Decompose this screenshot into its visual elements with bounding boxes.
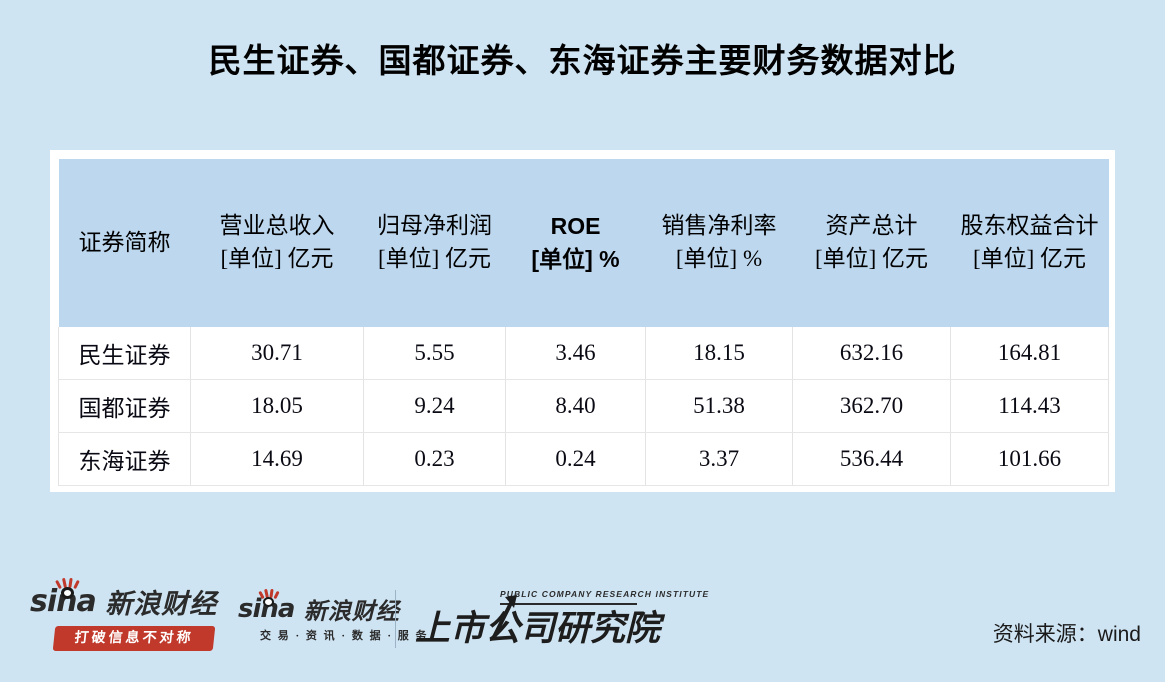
cell-revenue: 14.69 [190,432,364,486]
institute-english-label: PUBLIC COMPANY RESEARCH INSTITUTE [500,589,710,599]
column-header-net-margin-line1: 销售净利率 [661,213,777,239]
column-header-net-profit-line1: 归母净利润 [377,213,492,239]
sina-finance-logo-primary: sina 新浪财经 打破信息不对称 [30,577,220,656]
institute-chinese-label: 上市公司研究院 [415,609,661,648]
cell-name: 东海证券 [58,432,191,486]
research-institute-logo: PUBLIC COMPANY RESEARCH INSTITUTE 上市公司研究… [415,588,708,650]
cell-net-margin: 3.37 [645,432,793,486]
cell-equity: 164.81 [950,327,1109,380]
cell-name: 国都证券 [58,379,191,433]
table-row: 国都证券 18.05 9.24 8.40 51.38 362.70 114.43 [58,379,1109,433]
cell-roe: 8.40 [505,379,646,433]
table-header-row: 证券简称 营业总收入 [单位] 亿元 归母净利润 [单位] 亿元 ROE [单位… [58,159,1109,327]
financial-comparison-card: 证券简称 营业总收入 [单位] 亿元 归母净利润 [单位] 亿元 ROE [单位… [50,150,1115,492]
column-header-net-profit: 归母净利润 [单位] 亿元 [363,159,506,327]
financial-comparison-table: 证券简称 营业总收入 [单位] 亿元 归母净利润 [单位] 亿元 ROE [单位… [58,159,1109,486]
cell-roe: 0.24 [505,432,646,486]
column-header-equity: 股东权益合计 [单位] 亿元 [950,159,1109,327]
cell-total-assets: 632.16 [792,327,951,380]
cell-revenue: 18.05 [190,379,364,433]
footer-divider [395,590,396,648]
column-header-revenue-line2: [单位] 亿元 [220,246,334,271]
sina-slogan-banner: 打破信息不对称 [52,626,216,651]
cell-net-margin: 18.15 [645,327,793,380]
column-header-net-margin-line2: [单位] % [675,246,763,271]
cell-net-margin: 51.38 [645,379,793,433]
column-header-name-line1: 证券简称 [78,229,171,255]
column-header-total-assets-line2: [单位] 亿元 [814,246,929,271]
column-header-total-assets: 资产总计 [单位] 亿元 [792,159,951,327]
column-header-roe-line1: ROE [550,213,601,240]
cell-net-profit: 0.23 [363,432,506,486]
sina-brand-label: 新浪财经 [105,589,218,619]
sina-eye-icon [55,577,82,600]
column-header-equity-line1: 股东权益合计 [960,213,1099,239]
cell-net-profit: 9.24 [363,379,506,433]
cell-roe: 3.46 [505,327,646,380]
page-title: 民生证券、国都证券、东海证券主要财务数据对比 [208,44,957,80]
table-row: 东海证券 14.69 0.23 0.24 3.37 536.44 101.66 [58,432,1109,486]
sina-services-label: 交 易 · 资 讯 · 数 据 · 服 务 [260,630,429,642]
cell-total-assets: 536.44 [792,432,951,486]
column-header-roe: ROE [单位] % [505,159,646,327]
cell-net-profit: 5.55 [363,327,506,380]
sina-eye-icon [258,588,281,608]
column-header-revenue: 营业总收入 [单位] 亿元 [190,159,364,327]
footer: sina 新浪财经 打破信息不对称 sina 新浪财经 交 易 · 资 讯 · … [0,570,1165,682]
cell-total-assets: 362.70 [792,379,951,433]
institute-rule [500,603,637,605]
cell-revenue: 30.71 [190,327,364,380]
column-header-roe-line2: [单位] % [531,246,620,272]
column-header-name: 证券简称 [58,159,191,327]
column-header-net-profit-line2: [单位] 亿元 [377,246,492,271]
column-header-revenue-line1: 营业总收入 [219,213,335,239]
cell-equity: 114.43 [950,379,1109,433]
cell-name: 民生证券 [58,327,191,380]
column-header-equity-line2: [单位] 亿元 [972,246,1087,271]
column-header-net-margin: 销售净利率 [单位] % [645,159,793,327]
data-source-label: 资料来源：wind [992,623,1141,646]
column-header-total-assets-line1: 资产总计 [825,213,918,239]
table-row: 民生证券 30.71 5.55 3.46 18.15 632.16 164.81 [58,327,1109,380]
cell-equity: 101.66 [950,432,1109,486]
sina-brand-label: 新浪财经 [303,599,400,624]
